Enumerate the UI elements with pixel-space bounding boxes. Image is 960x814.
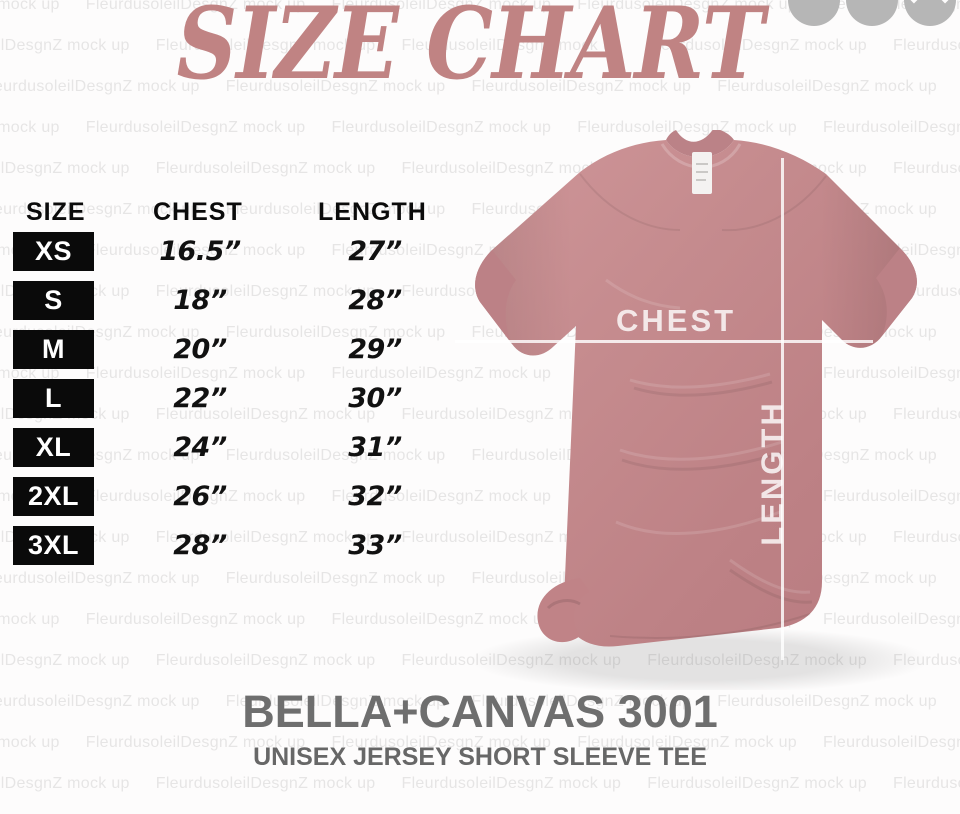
footer: BELLA+CANVAS 3001 UNISEX JERSEY SHORT SL… [0, 688, 960, 772]
chest-value: 28” [173, 530, 227, 561]
length-value: 33” [348, 530, 402, 561]
size-table-header-row: SIZE CHEST LENGTH [0, 198, 450, 232]
length-measure-line [781, 158, 784, 660]
size-badge: L [13, 379, 94, 418]
watermark-text: FleurdusoleilDesgnZ mock up [0, 160, 130, 177]
watermark-row: FleurdusoleilDesgnZ mock up Fleurdusoleil… [0, 775, 960, 793]
size-badge: 2XL [13, 477, 94, 516]
header-length: LENGTH [318, 198, 427, 226]
tshirt-svg [470, 130, 930, 690]
size-badge: 3XL [13, 526, 94, 565]
tshirt-illustration [430, 130, 960, 690]
watermark-text: FleurdusoleilDesgnZ mock up [85, 611, 306, 628]
table-row: XS 16.5” 27” [0, 232, 450, 281]
watermark-text: FleurdusoleilDesgnZ mock up [0, 652, 130, 669]
watermark-text: FleurdusoleilDesgnZ mock up [0, 119, 60, 136]
brand-tag-text [696, 163, 708, 181]
length-value: 27” [348, 236, 402, 267]
size-badge: S [13, 281, 94, 320]
right-sleeve-cuff [876, 248, 917, 336]
gray-circle-2-icon [846, 0, 898, 26]
watermark-text: FleurdusoleilDesgnZ mock up [893, 775, 960, 792]
table-row: 2XL 26” 32” [0, 477, 450, 526]
header-size: SIZE [26, 198, 86, 226]
header-chest: CHEST [153, 198, 243, 226]
corner-dots-group [770, 0, 960, 46]
left-shoulder-seam [579, 173, 681, 231]
chest-value: 16.5” [159, 236, 241, 267]
tshirt-collar [666, 130, 734, 158]
chest-value: 22” [173, 383, 227, 414]
tshirt-hem-knot [537, 578, 590, 643]
watermark-text: FleurdusoleilDesgnZ mock up [647, 775, 867, 792]
chest-value: 24” [173, 432, 227, 463]
watermark-text: FleurdusoleilDesgnZ mock up [0, 775, 130, 792]
table-row: XL 24” 31” [0, 428, 450, 477]
tshirt-shadow [470, 626, 930, 690]
chest-value: 18” [173, 285, 227, 316]
fabric-wrinkles [605, 278, 811, 594]
brand-name: BELLA+CANVAS 3001 [242, 686, 718, 737]
gray-circle-1-icon [788, 0, 840, 26]
size-badge: M [13, 330, 94, 369]
knot-fold [546, 599, 581, 610]
left-sleeve-cuff [475, 250, 516, 344]
table-row: S 18” 28” [0, 281, 450, 330]
chest-measure-line [455, 340, 873, 343]
size-badge: XS [13, 232, 94, 271]
length-value: 29” [348, 334, 402, 365]
length-value: 30” [348, 383, 402, 414]
table-row: 3XL 28” 33” [0, 526, 450, 575]
watermark-text: FleurdusoleilDesgnZ mock up [85, 119, 306, 136]
length-measure-label: LENGTH [754, 400, 790, 546]
chest-value: 26” [173, 481, 227, 512]
table-row: M 20” 29” [0, 330, 450, 379]
watermark-text: FleurdusoleilDesgnZ mock up [0, 611, 60, 628]
brand-tag [692, 152, 712, 194]
chest-value: 20” [173, 334, 227, 365]
table-row: L 22” 30” [0, 379, 450, 428]
length-value: 32” [348, 481, 402, 512]
watermark-text: FleurdusoleilDesgnZ mock up [401, 775, 622, 792]
size-table: SIZE CHEST LENGTH XS 16.5” 27” S 18” 28”… [0, 198, 450, 575]
page-title: SIZE CHART [176, 0, 765, 102]
watermark-text: FleurdusoleilDesgnZ mock up [155, 160, 376, 177]
fabric-shadow-wrinkles [621, 380, 813, 604]
watermark-text: FleurdusoleilDesgnZ mock up [155, 652, 376, 669]
length-value: 31” [348, 432, 402, 463]
watermark-text: FleurdusoleilDesgnZ mock up [0, 0, 60, 13]
length-value: 28” [348, 285, 402, 316]
tshirt-shading [475, 140, 917, 647]
chest-measure-label: CHEST [616, 303, 737, 338]
right-shoulder-seam [721, 175, 827, 232]
watermark-text: FleurdusoleilDesgnZ mock up [155, 775, 376, 792]
watermark-text: FleurdusoleilDesgnZ mock up [0, 37, 130, 54]
product-subtitle: UNISEX JERSEY SHORT SLEEVE TEE [253, 743, 707, 772]
hem-stitch [609, 613, 811, 639]
size-badge: XL [13, 428, 94, 467]
